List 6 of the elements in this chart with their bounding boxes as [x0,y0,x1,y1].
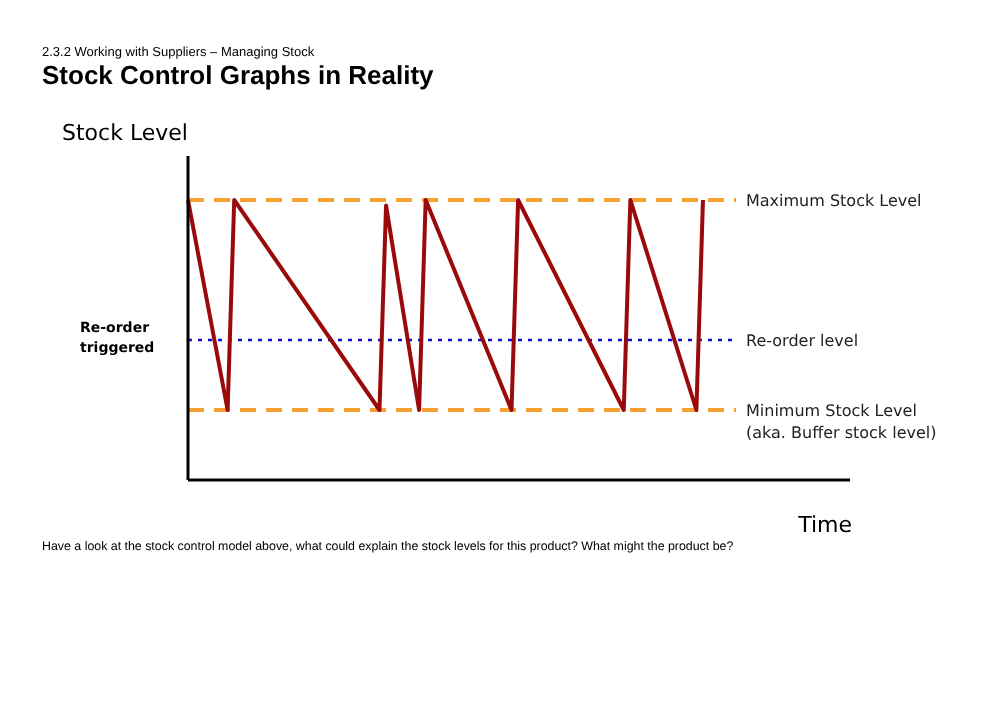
y-axis-title: Stock Level [62,120,188,146]
ref-line-label: Minimum Stock Level (aka. Buffer stock level) [746,402,937,442]
ref-line-label: Maximum Stock Level [746,192,922,210]
x-axis-title: Time [796,512,853,538]
ref-line-label: Re-order level [746,332,859,350]
chart-title: Stock Control Graphs in Reality [42,60,436,90]
